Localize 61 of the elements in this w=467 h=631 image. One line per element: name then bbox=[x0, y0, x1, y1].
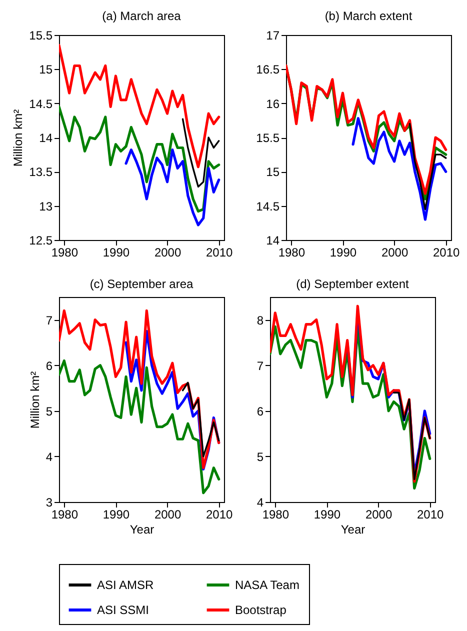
y-tick-label: 17 bbox=[266, 28, 280, 42]
chart-title: (a) March area bbox=[102, 9, 182, 23]
line-series bbox=[392, 392, 431, 480]
y-axis-title: Million km² bbox=[28, 371, 42, 429]
y-tick-label: 13.5 bbox=[29, 165, 53, 180]
line-series bbox=[182, 118, 220, 188]
line-series bbox=[59, 105, 220, 213]
x-tick-label: 2010 bbox=[206, 508, 234, 522]
y-tick-label: 6 bbox=[46, 358, 53, 373]
y-tick-label: 14 bbox=[39, 131, 53, 145]
legend-label: NASA Team bbox=[235, 578, 300, 592]
chart-title: (c) September area bbox=[90, 277, 194, 291]
x-tick-label: 2000 bbox=[381, 246, 408, 260]
line-series bbox=[59, 359, 220, 494]
x-tick-label: 1980 bbox=[51, 508, 78, 522]
y-tick-label: 6 bbox=[256, 404, 264, 418]
chart-title: (d) September extent bbox=[296, 277, 410, 291]
y-tick-label: 12.5 bbox=[29, 234, 53, 248]
line-series bbox=[352, 117, 448, 221]
y-tick-label: 15 bbox=[39, 62, 53, 77]
y-tick-label: 16 bbox=[266, 96, 280, 111]
x-tick-label: 2000 bbox=[365, 508, 392, 522]
y-tick-label: 8 bbox=[256, 313, 264, 328]
y-tick-label: 15.5 bbox=[29, 28, 53, 42]
x-tick-label: 1990 bbox=[102, 246, 130, 260]
y-axis-title: Million km² bbox=[11, 109, 26, 167]
x-axis-title: Year bbox=[130, 522, 154, 536]
x-tick-label: 1980 bbox=[51, 246, 78, 260]
x-tick-label: 1990 bbox=[314, 508, 341, 522]
x-tick-label: 1990 bbox=[330, 246, 357, 260]
x-tick-label: 2000 bbox=[154, 246, 182, 260]
y-tick-label: 4 bbox=[256, 496, 264, 510]
line-series bbox=[59, 44, 220, 168]
y-tick-label: 16.5 bbox=[256, 62, 280, 77]
x-tick-label: 1990 bbox=[102, 508, 130, 522]
y-tick-label: 7 bbox=[256, 358, 264, 373]
y-tick-label: 14 bbox=[266, 234, 280, 248]
line-series bbox=[408, 122, 447, 210]
x-tick-label: 2000 bbox=[154, 508, 182, 522]
y-tick-label: 7 bbox=[46, 313, 53, 328]
chart-title: (b) March extent bbox=[324, 9, 413, 23]
x-tick-label: 2010 bbox=[206, 246, 234, 260]
line-series bbox=[182, 382, 220, 458]
x-tick-label: 1980 bbox=[262, 508, 290, 522]
y-tick-label: 15 bbox=[266, 165, 280, 180]
line-series bbox=[124, 148, 220, 226]
y-tick-label: 15.5 bbox=[256, 131, 280, 145]
y-tick-label: 14.5 bbox=[29, 96, 53, 111]
x-tick-label: 2010 bbox=[416, 508, 444, 522]
x-tick-label: 1980 bbox=[278, 246, 306, 260]
legend-label: ASI SSMI bbox=[97, 603, 150, 617]
x-axis-title: Year bbox=[340, 522, 366, 536]
y-tick-label: 3 bbox=[46, 496, 53, 510]
legend-label: ASI AMSR bbox=[97, 578, 154, 592]
y-tick-label: 13 bbox=[39, 199, 53, 214]
x-tick-label: 2010 bbox=[432, 246, 460, 260]
y-tick-label: 14.5 bbox=[256, 199, 280, 214]
y-tick-label: 4 bbox=[46, 450, 53, 464]
y-tick-label: 5 bbox=[46, 404, 53, 418]
legend-label: Bootstrap bbox=[235, 603, 287, 617]
y-tick-label: 5 bbox=[256, 450, 264, 464]
